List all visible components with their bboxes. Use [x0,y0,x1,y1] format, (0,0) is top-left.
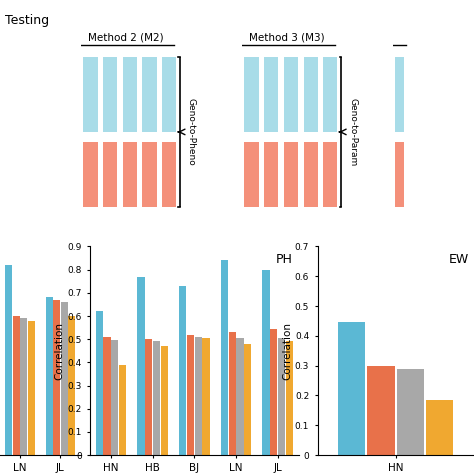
Bar [237,338,244,455]
Bar [245,57,259,132]
Bar [103,142,117,207]
Bar [270,329,277,455]
Bar [119,365,126,455]
Bar [244,344,251,455]
Bar [20,319,27,455]
Bar [83,57,98,132]
Bar [103,337,110,455]
Bar [367,365,395,455]
Bar [323,142,337,207]
Text: Testing: Testing [5,14,49,27]
Bar [83,142,98,207]
Y-axis label: Correlation: Correlation [282,322,292,380]
Bar [187,335,194,455]
Bar [202,338,210,455]
Bar [123,57,137,132]
Bar [96,311,103,455]
Bar [286,341,293,455]
Bar [13,316,20,455]
Bar [323,57,337,132]
Bar [303,57,318,132]
Bar [179,286,186,455]
Bar [228,332,236,455]
Text: PH: PH [275,253,292,266]
Bar [395,57,404,132]
Bar [46,298,53,455]
Bar [395,142,404,207]
Text: EW: EW [449,253,469,266]
Bar [338,322,365,455]
Bar [245,142,259,207]
Text: Method 3 (M3): Method 3 (M3) [249,33,325,43]
Bar [284,57,298,132]
Bar [162,142,176,207]
Y-axis label: Correlation: Correlation [55,322,64,380]
Bar [137,277,145,455]
Bar [162,57,176,132]
Bar [142,142,156,207]
Text: Geno-to-Pheno: Geno-to-Pheno [187,98,196,166]
Bar [264,57,278,132]
Bar [397,369,424,455]
Bar [53,300,60,455]
Bar [195,337,202,455]
Bar [5,265,12,455]
Bar [221,260,228,455]
Bar [142,57,156,132]
Bar [68,316,75,455]
Text: Geno-to-Param: Geno-to-Param [348,98,357,166]
Bar [153,341,160,455]
Bar [61,302,68,455]
Bar [278,338,285,455]
Bar [426,400,454,455]
Bar [123,142,137,207]
Bar [28,320,35,455]
Bar [303,142,318,207]
Text: Method 2 (M2): Method 2 (M2) [88,33,164,43]
Bar [111,340,118,455]
Bar [284,142,298,207]
Bar [264,142,278,207]
Bar [103,57,117,132]
Bar [161,346,168,455]
Bar [263,270,270,455]
Bar [145,339,152,455]
